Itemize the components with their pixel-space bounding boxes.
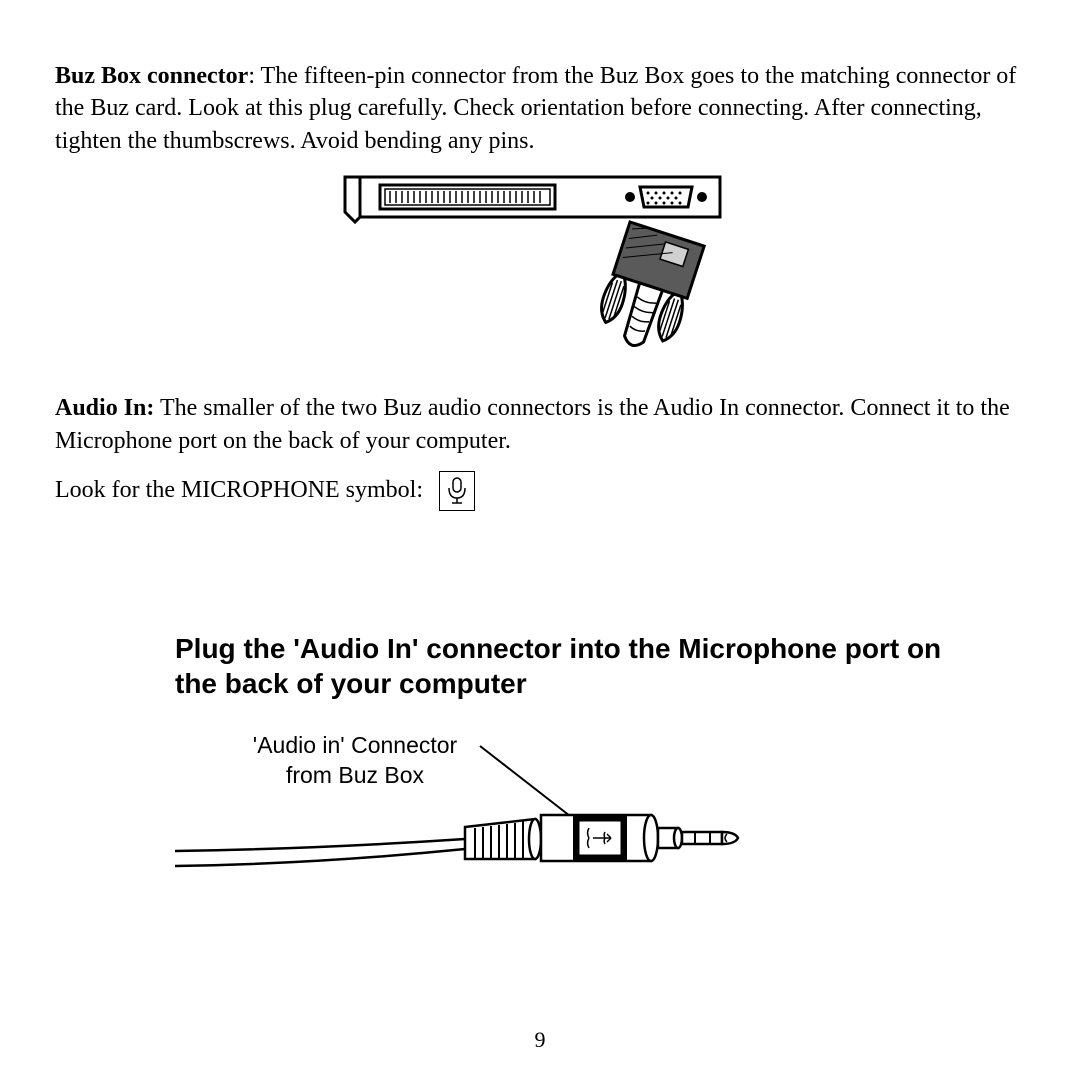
page-number: 9 [0,1027,1080,1053]
audioin-paragraph: Audio In: The smaller of the two Buz aud… [55,392,1025,457]
microphone-icon-box [439,471,475,511]
buzbox-bold: Buz Box connector [55,63,248,89]
microphone-symbol-row: Look for the MICROPHONE symbol: [55,471,1025,511]
audio-in-heading: Plug the 'Audio In' connector into the M… [175,631,965,701]
buzbox-paragraph: Buz Box connector: The fifteen-pin conne… [55,60,1025,157]
microphone-look-label: Look for the MICROPHONE symbol: [55,477,423,504]
audioin-body: The smaller of the two Buz audio connect… [55,395,1010,453]
microphone-icon [446,476,468,506]
audio-connector-svg [175,731,875,911]
buz-card-figure [55,167,1025,372]
audioin-bold: Audio In: [55,395,154,421]
audio-connector-figure: 'Audio in' Connector from Buz Box [175,731,1025,891]
buz-card-svg [330,167,750,367]
